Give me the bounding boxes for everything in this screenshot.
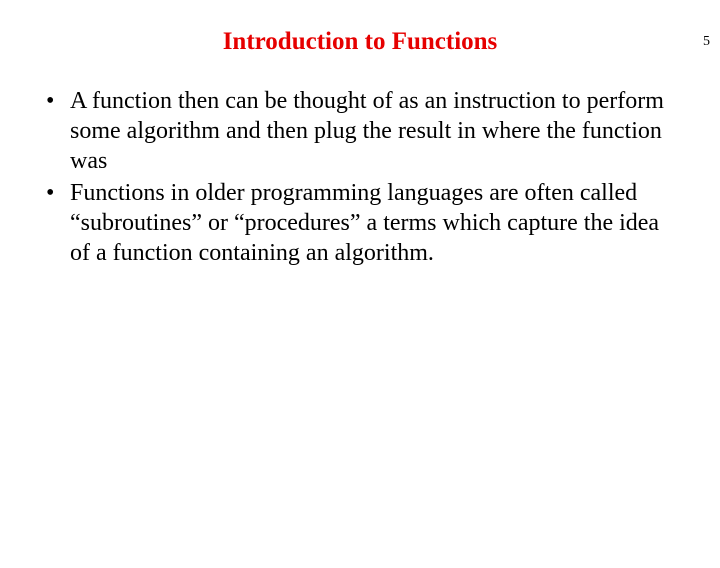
content-area: A function then can be thought of as an … xyxy=(0,86,720,268)
bullet-item: Functions in older programming languages… xyxy=(38,178,672,268)
bullet-item: A function then can be thought of as an … xyxy=(38,86,672,176)
slide-title: Introduction to Functions xyxy=(0,28,720,56)
bullet-list: A function then can be thought of as an … xyxy=(38,86,672,268)
page-number: 5 xyxy=(703,34,710,50)
